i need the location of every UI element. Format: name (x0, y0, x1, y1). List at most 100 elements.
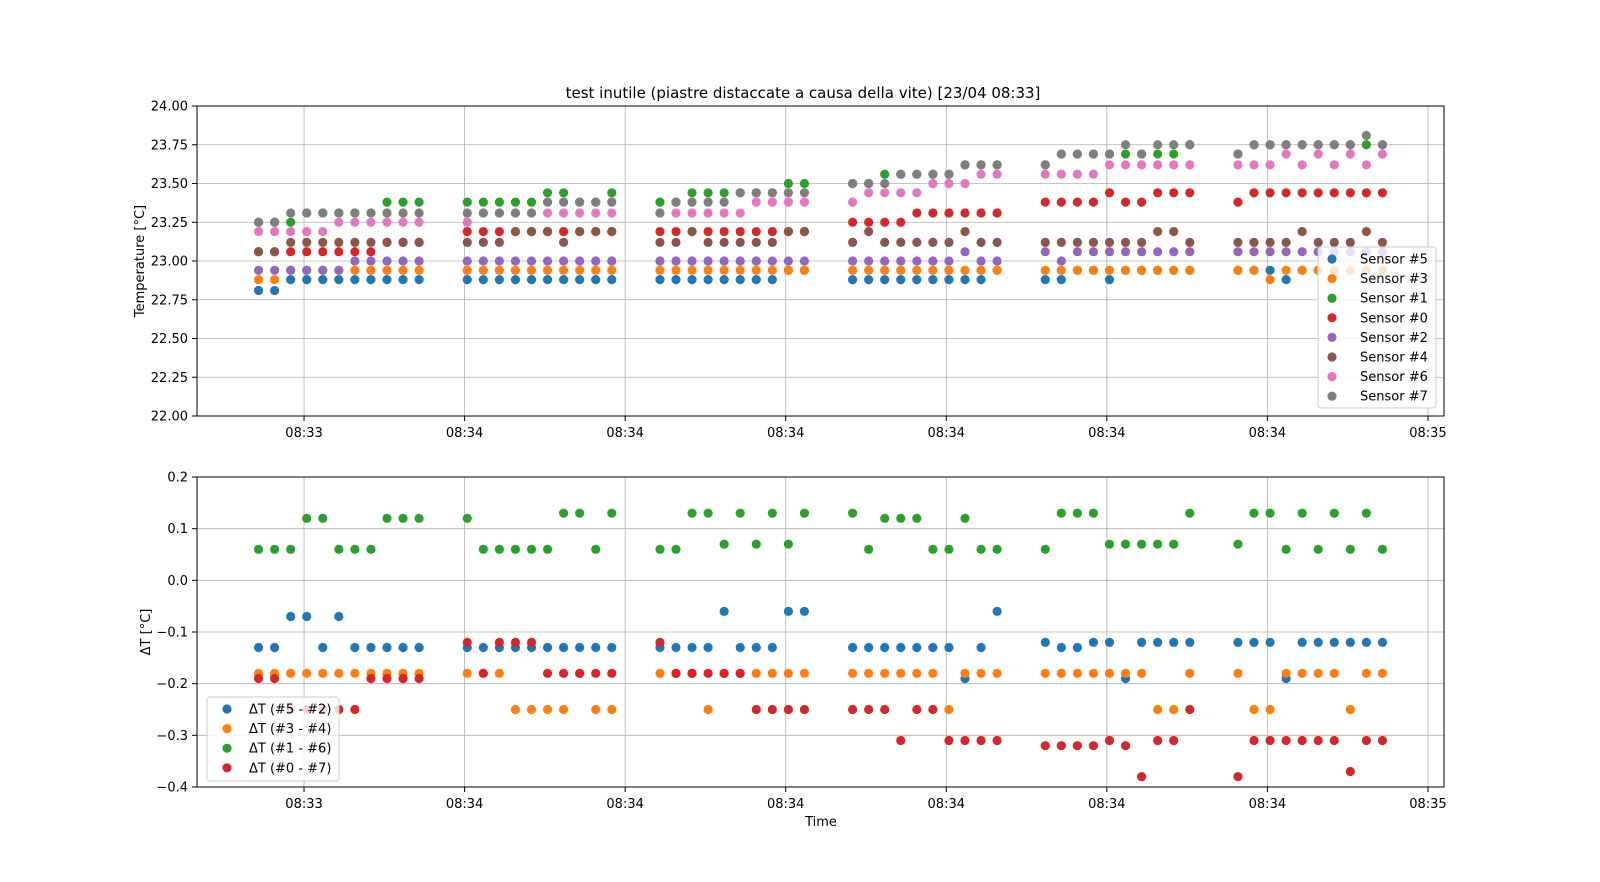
data-point (350, 217, 360, 227)
data-point (607, 642, 617, 653)
data-point (1137, 247, 1147, 257)
data-point (478, 197, 488, 207)
data-point (1329, 637, 1339, 647)
y-tick-label: −0.2 (156, 677, 188, 692)
y-tick-label: 24.00 (151, 100, 188, 115)
data-point (350, 275, 360, 285)
data-point (783, 539, 793, 549)
data-point (462, 513, 472, 523)
data-point (703, 508, 713, 518)
data-point (1265, 237, 1275, 247)
data-point (735, 188, 745, 198)
data-point (735, 508, 745, 518)
data-point (1120, 247, 1131, 257)
legend-label: Sensor #6 (1360, 370, 1428, 385)
data-point (1137, 237, 1147, 247)
data-point (1072, 642, 1082, 653)
data-point (526, 275, 537, 285)
data-point (864, 226, 874, 237)
data-point (1120, 265, 1131, 275)
data-point (1040, 637, 1050, 647)
data-point (799, 256, 810, 266)
legend-label: ΔT (#1 - #6) (249, 742, 331, 757)
data-point (607, 256, 617, 266)
data-point (1088, 741, 1099, 751)
data-point (1281, 668, 1291, 678)
data-point (1297, 637, 1307, 647)
data-point (559, 704, 569, 715)
data-point (542, 668, 553, 678)
data-point (655, 668, 665, 678)
data-point (1169, 188, 1179, 198)
data-point (1185, 265, 1195, 275)
data-point (719, 606, 729, 616)
data-point (1297, 160, 1307, 170)
data-point (414, 673, 424, 684)
x-tick-label: 08:35 (1409, 426, 1446, 441)
data-point (687, 188, 697, 198)
data-point (334, 217, 344, 227)
data-point (591, 544, 601, 554)
legend-marker (1327, 352, 1337, 362)
data-point (478, 642, 488, 653)
y-tick-label: 23.25 (151, 216, 188, 231)
data-point (880, 169, 890, 179)
data-point (350, 208, 360, 218)
data-point (751, 188, 761, 198)
data-point (1265, 247, 1275, 257)
data-point (542, 208, 553, 218)
data-point (334, 265, 344, 275)
data-point (912, 256, 922, 266)
data-point (880, 188, 890, 198)
data-point (1329, 160, 1339, 170)
data-point (382, 642, 392, 653)
data-point (398, 197, 408, 207)
data-point (687, 265, 697, 275)
data-point (510, 256, 521, 266)
data-point (928, 642, 938, 653)
data-point (478, 226, 488, 237)
data-point (1169, 160, 1179, 170)
data-point (591, 197, 601, 207)
data-point (270, 642, 280, 653)
data-point (286, 217, 296, 227)
data-point (912, 237, 922, 247)
data-point (575, 642, 585, 653)
data-point (1361, 130, 1371, 141)
data-point (1233, 265, 1243, 275)
data-point (671, 544, 681, 554)
data-point (542, 188, 553, 198)
data-point (1137, 772, 1147, 782)
data-point (960, 735, 970, 746)
data-point (542, 256, 553, 266)
data-point (703, 197, 713, 207)
data-point (382, 237, 392, 247)
data-point (1377, 188, 1388, 198)
data-point (848, 237, 858, 247)
data-point (864, 275, 874, 285)
data-point (382, 217, 392, 227)
data-point (366, 208, 376, 218)
legend-marker (1327, 293, 1337, 303)
x-tick-label: 08:34 (1088, 426, 1125, 441)
data-point (783, 197, 793, 207)
data-point (286, 611, 296, 622)
data-point (864, 256, 874, 266)
data-point (366, 237, 376, 247)
data-point (542, 275, 553, 285)
data-point (1297, 668, 1307, 678)
data-point (1185, 237, 1195, 247)
data-point (1233, 637, 1243, 647)
data-point (542, 544, 553, 554)
data-point (1088, 197, 1099, 207)
data-point (1153, 704, 1163, 715)
legend-marker (1327, 391, 1337, 401)
data-point (864, 265, 874, 275)
data-point (1153, 160, 1163, 170)
data-point (1249, 247, 1259, 257)
data-point (1361, 668, 1371, 678)
data-point (510, 208, 521, 218)
data-point (703, 265, 713, 275)
data-point (1361, 735, 1371, 746)
data-point (1040, 247, 1050, 257)
